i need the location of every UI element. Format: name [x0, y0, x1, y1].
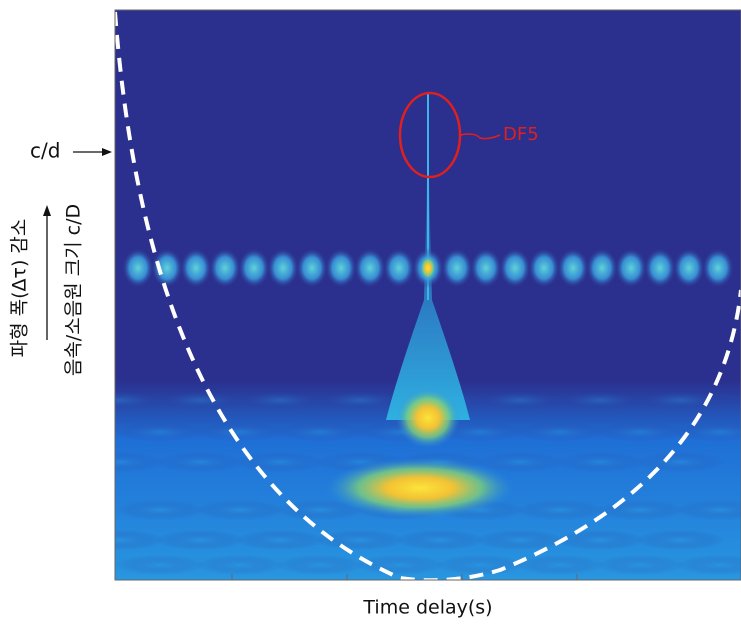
marker-arrowhead [102, 148, 112, 156]
wave [635, 530, 725, 550]
blob [180, 248, 212, 288]
wave [275, 422, 365, 442]
blob [644, 248, 676, 288]
wave [515, 555, 605, 575]
wave [595, 422, 685, 442]
wave [475, 452, 565, 472]
wave [635, 452, 725, 472]
blob [151, 248, 183, 288]
blob [702, 248, 734, 288]
blob [470, 248, 502, 288]
blob-row [122, 248, 734, 288]
wave [155, 530, 245, 550]
wave [475, 390, 565, 410]
wave [195, 555, 285, 575]
annotation-leader [459, 133, 501, 140]
wave [195, 422, 285, 442]
hot-spot [396, 388, 460, 448]
wave [555, 530, 645, 550]
wave [235, 390, 325, 410]
x-label: Time delay(s) [362, 597, 492, 619]
blob [209, 248, 241, 288]
blob [528, 248, 560, 288]
wave [115, 555, 205, 575]
wave [315, 390, 405, 410]
wave [435, 555, 525, 575]
wave [595, 500, 685, 520]
wave [115, 390, 165, 410]
blob [325, 248, 357, 288]
blob [586, 248, 618, 288]
wave [355, 555, 445, 575]
blob [267, 248, 299, 288]
wave [195, 500, 285, 520]
y-label-left: 파형 폭(Δτ) 감소 [9, 219, 31, 358]
wave [235, 530, 325, 550]
blob [296, 248, 328, 288]
blob [441, 248, 473, 288]
wave [675, 555, 741, 575]
marker-label: c/d [30, 139, 60, 163]
blob [238, 248, 270, 288]
wave [315, 530, 405, 550]
x-ticks [231, 574, 578, 580]
wave [115, 422, 205, 442]
wave [155, 452, 245, 472]
wave [475, 530, 565, 550]
wave [635, 390, 725, 410]
blob [499, 248, 531, 288]
blob [354, 248, 386, 288]
wave [515, 422, 605, 442]
annotation: DF5 [503, 124, 539, 145]
y-label-right: 음속/소음원 크기 c/D [63, 204, 85, 376]
blob [673, 248, 705, 288]
wave [675, 422, 741, 442]
wave [115, 530, 165, 550]
wave [155, 390, 245, 410]
wave [555, 390, 645, 410]
wave [555, 452, 645, 472]
blob [383, 248, 415, 288]
wave [115, 452, 165, 472]
wave [515, 500, 605, 520]
scalogram [115, 10, 741, 580]
y-arrowhead [43, 205, 51, 216]
blob-center [420, 256, 436, 280]
wave [395, 530, 485, 550]
blob [615, 248, 647, 288]
hot-spot [325, 458, 515, 518]
blob [122, 248, 154, 288]
wave [675, 500, 741, 520]
wave [115, 500, 205, 520]
wave [275, 555, 365, 575]
wave [595, 555, 685, 575]
plot-frame [114, 9, 741, 581]
blob [557, 248, 589, 288]
